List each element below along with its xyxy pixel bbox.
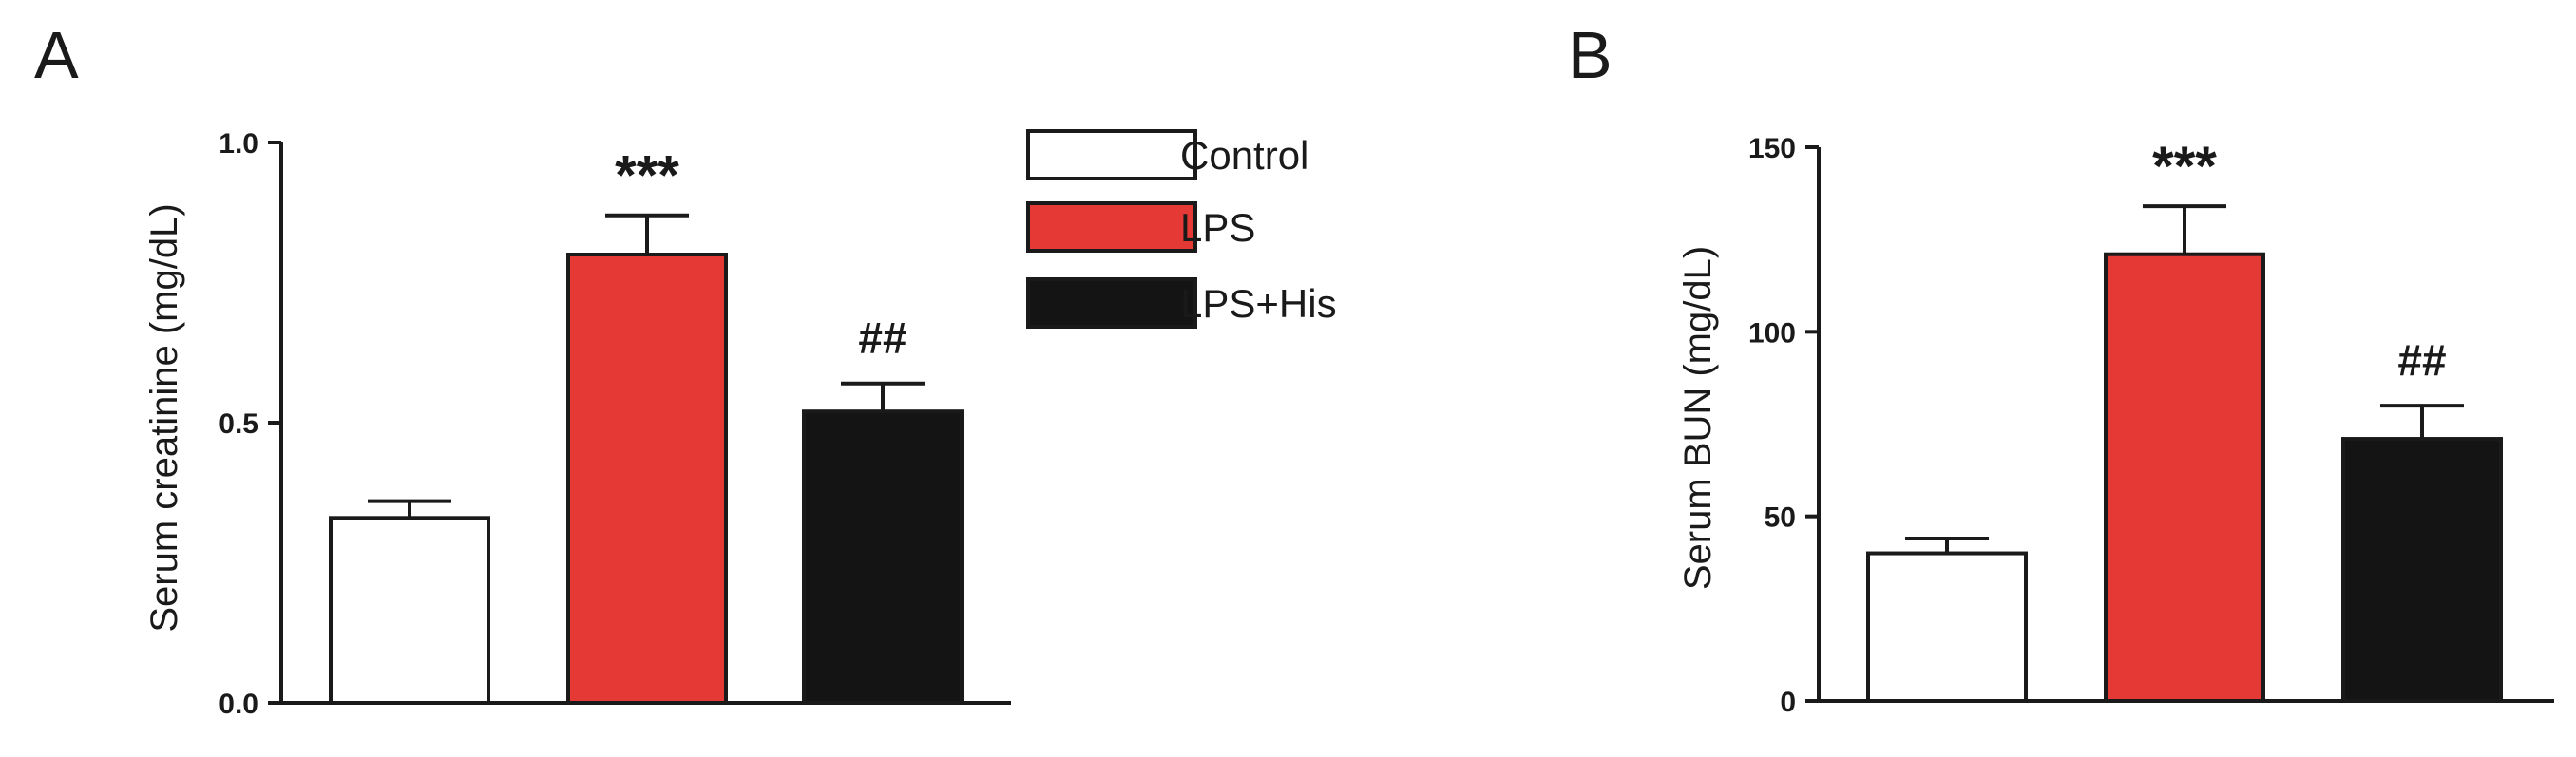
panel-a-ticks: 0.0 0.5 1.0 bbox=[219, 128, 281, 720]
panel-a-bar-lps bbox=[566, 253, 728, 705]
panel-a-letter: A bbox=[34, 18, 79, 92]
panel-b-ticks: 0 50 100 150 bbox=[1748, 133, 1819, 718]
legend-swatch-lps bbox=[1026, 201, 1197, 253]
panel-b-y-tick-label: 150 bbox=[1748, 133, 1796, 164]
panel-a: A Serum creatinine (mg/dL) 0.0 0.5 1.0 ***… bbox=[34, 18, 1011, 720]
panel-a-y-tick-label: 1.0 bbox=[219, 128, 258, 160]
panel-b-y-tick-label: 50 bbox=[1765, 502, 1796, 534]
legend: Control LPS LPS+His bbox=[1026, 129, 1337, 329]
panel-a-y-axis-label: Serum creatinine (mg/dL) bbox=[143, 203, 185, 632]
panel-b-y-tick-label: 100 bbox=[1748, 317, 1796, 349]
panel-b-significance-lps: *** bbox=[2152, 136, 2217, 198]
legend-item-lps: LPS bbox=[1026, 201, 1255, 253]
panel-a-significance-lps-his: ## bbox=[858, 313, 906, 363]
panel-a-bar-lps-his bbox=[802, 409, 964, 705]
panel-b-bar-lps bbox=[2104, 252, 2265, 703]
panel-a-significance-lps: *** bbox=[615, 145, 679, 207]
panel-b-bar-control bbox=[1866, 551, 2028, 703]
panel-b-letter: B bbox=[1568, 18, 1612, 92]
panel-b-y-axis-label: Serum BUN (mg/dL) bbox=[1677, 246, 1719, 590]
legend-swatch-control bbox=[1026, 129, 1197, 180]
legend-item-lps-his: LPS+His bbox=[1026, 277, 1337, 329]
panel-a-y-tick-label: 0.5 bbox=[219, 408, 258, 440]
panel-a-y-tick-label: 0.0 bbox=[219, 689, 258, 720]
panel-b-significance-lps-his: ## bbox=[2397, 335, 2446, 385]
legend-label-lps: LPS bbox=[1180, 205, 1255, 250]
panel-b: B Serum BUN (mg/dL) 0 50 100 150 *** ## bbox=[1568, 18, 2554, 718]
legend-swatch-lps-his bbox=[1026, 277, 1197, 329]
panel-b-y-tick-label: 0 bbox=[1780, 687, 1796, 718]
panel-b-bars: *** ## bbox=[1866, 136, 2503, 703]
legend-label-control: Control bbox=[1180, 133, 1308, 178]
panel-b-bar-lps-his bbox=[2341, 437, 2503, 703]
legend-item-control: Control bbox=[1026, 129, 1308, 180]
panel-a-bar-control bbox=[329, 516, 490, 705]
legend-label-lps-his: LPS+His bbox=[1180, 281, 1337, 326]
panel-a-bars: *** ## bbox=[329, 145, 964, 705]
